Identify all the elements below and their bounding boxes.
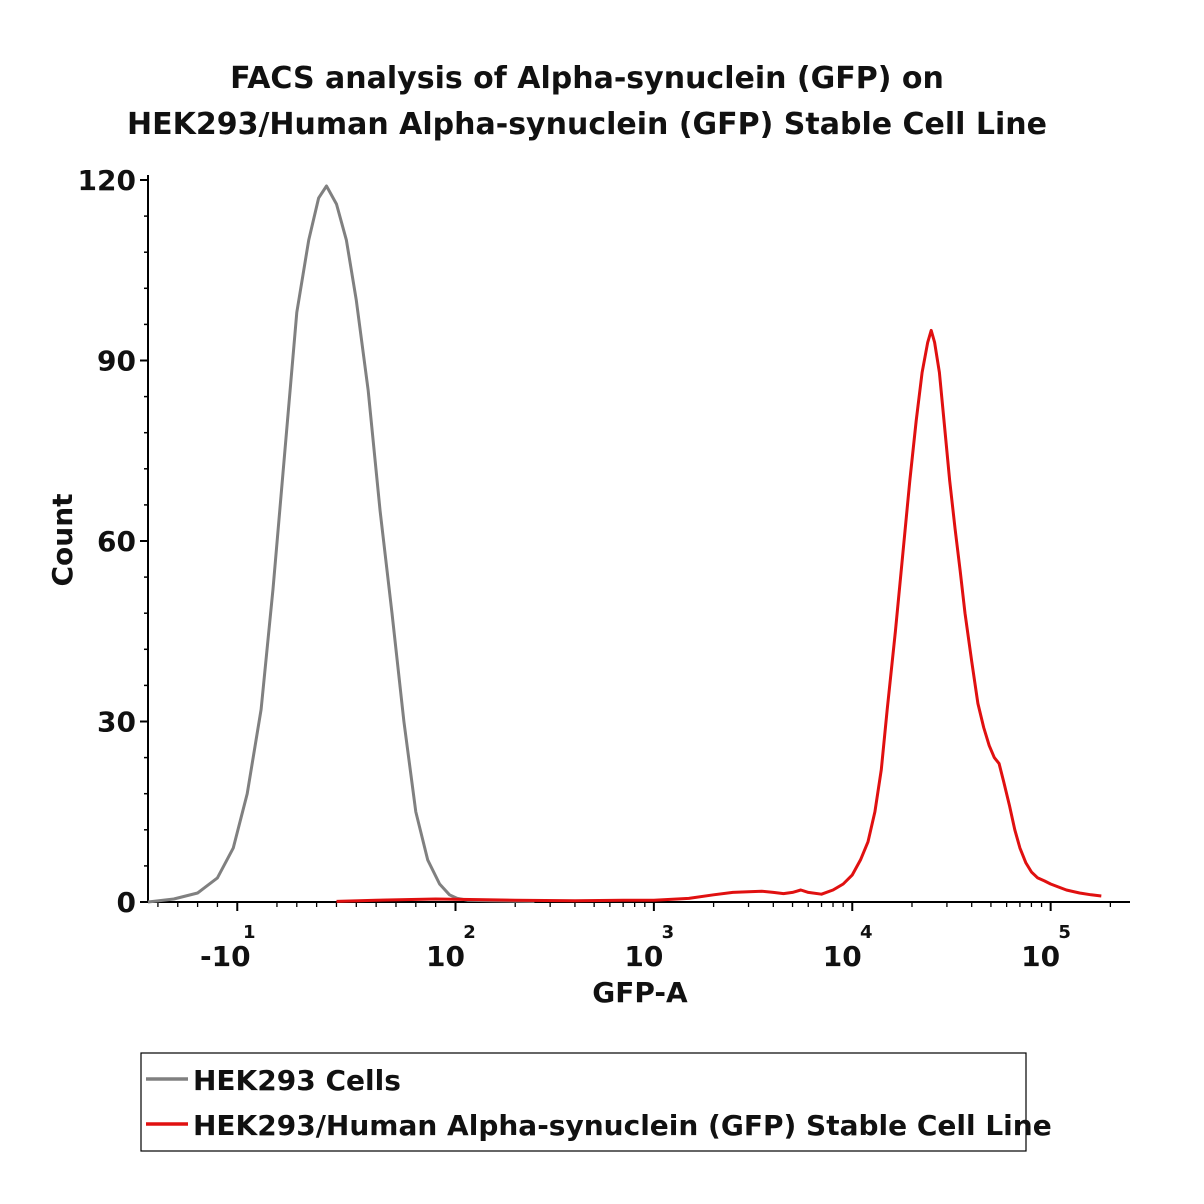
y-tick-label-0: 0 bbox=[117, 886, 136, 919]
y-tick-label-60: 60 bbox=[97, 525, 136, 558]
chart-title-line-1: FACS analysis of Alpha-synuclein (GFP) o… bbox=[230, 61, 944, 96]
y-tick-label-90: 90 bbox=[97, 345, 136, 378]
x-tick-exponent-0: 1 bbox=[243, 922, 256, 943]
x-tick-label-2: 10 bbox=[624, 940, 663, 973]
series-line-0 bbox=[147, 184, 535, 904]
x-tick-exponent-3: 4 bbox=[860, 922, 873, 943]
x-tick-exponent-1: 2 bbox=[463, 922, 476, 943]
legend: HEK293 Cells HEK293/Human Alpha-synuclei… bbox=[140, 1052, 1052, 1152]
y-tick-label-120: 120 bbox=[78, 164, 136, 197]
x-tick-label-0: -10 bbox=[200, 940, 251, 973]
legend-label-stable-cell-line: HEK293/Human Alpha-synuclein (GFP) Stabl… bbox=[193, 1109, 1052, 1142]
legend-box bbox=[140, 1052, 1027, 1152]
x-tick-exponent-4: 5 bbox=[1058, 922, 1071, 943]
x-axis-label: GFP-A bbox=[592, 976, 688, 1009]
x-tick-exponent-2: 3 bbox=[662, 922, 675, 943]
legend-label-hek293-cells: HEK293 Cells bbox=[193, 1064, 401, 1097]
chart-title-line-2: HEK293/Human Alpha-synuclein (GFP) Stabl… bbox=[127, 107, 1047, 142]
x-tick-label-4: 10 bbox=[1021, 940, 1060, 973]
y-axis-label: Count bbox=[46, 493, 79, 586]
x-tick-label-1: 10 bbox=[426, 940, 465, 973]
series-line-1 bbox=[336, 328, 1102, 903]
y-tick-label-30: 30 bbox=[97, 706, 136, 739]
x-tick-label-3: 10 bbox=[823, 940, 862, 973]
